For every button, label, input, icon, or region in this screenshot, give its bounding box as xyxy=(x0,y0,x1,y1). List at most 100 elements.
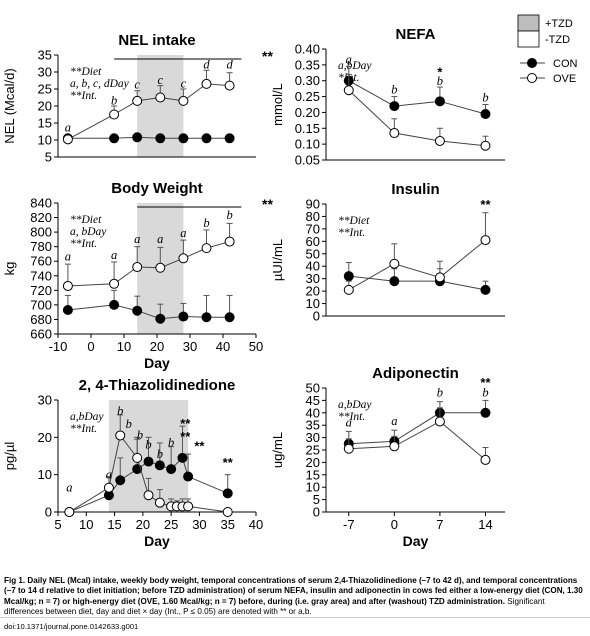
bw-y-tick-label: 680 xyxy=(30,312,52,327)
nefa-sig-letter: b xyxy=(437,74,443,88)
bw-point-ove xyxy=(155,262,166,273)
adipo-series-ove xyxy=(343,407,491,465)
tzd-point-ove xyxy=(143,490,154,501)
adipo-point-ove xyxy=(480,454,491,465)
nel-point-con xyxy=(132,132,143,143)
adipo-y-tick-label: 25 xyxy=(306,443,320,458)
caption-bold: Fig 1. Daily NEL (Mcal) intake, weekly b… xyxy=(4,576,583,606)
adipo-y-tick-label: 15 xyxy=(306,467,320,482)
nel-sig-letter: d xyxy=(203,58,210,72)
tzd-point-ove xyxy=(222,507,233,517)
diet-legend: CON OVE xyxy=(520,58,578,85)
insulin-note: **Diet xyxy=(338,215,370,227)
tzd-x-tick-label: 30 xyxy=(192,517,206,532)
nefa-sig-letter: b xyxy=(391,83,397,97)
tzd-point-con xyxy=(166,464,177,475)
nel-point-ove xyxy=(155,92,166,103)
insulin-y-tick-label: 20 xyxy=(306,284,320,299)
adipo-x-tick-label: 14 xyxy=(478,517,492,532)
bw-point-con xyxy=(132,305,143,316)
adipo-point-con xyxy=(480,407,491,418)
bw-y-tick-label: 660 xyxy=(30,327,52,342)
nel-point-ove xyxy=(62,134,73,145)
insulin-y-tick-label: 90 xyxy=(306,197,320,212)
insulin-point-ove xyxy=(480,235,491,246)
nefa-y-axis-label: mmol/L xyxy=(270,83,285,126)
tzd-x-tick-label: 20 xyxy=(136,517,150,532)
insulin-title: Insulin xyxy=(391,181,439,198)
tzd-series-ove xyxy=(64,414,233,517)
tzd-point-con xyxy=(183,471,194,482)
legend-unshaded-swatch xyxy=(517,30,540,48)
nefa-y-tick-label: 0.05 xyxy=(295,153,320,168)
nefa-point-con xyxy=(434,96,445,107)
nel-side-stars: ** xyxy=(262,48,273,64)
tzd-x-tick-label: 10 xyxy=(79,517,93,532)
bw-x-tick-label: 30 xyxy=(183,339,197,354)
nefa-sig-letter: b xyxy=(482,90,488,104)
nel-y-tick-label: 10 xyxy=(38,133,52,148)
tzd-sig-stars: ** xyxy=(223,455,234,470)
nefa-point-con xyxy=(480,109,491,120)
insulin-y-tick-label: 40 xyxy=(306,259,320,274)
tzd-point-ove xyxy=(154,497,165,508)
bw-series-ove xyxy=(62,222,235,291)
bw-x-tick-label: 50 xyxy=(249,339,263,354)
nel-series-ove xyxy=(62,69,235,145)
bw-point-ove xyxy=(62,280,73,291)
legend-con-label: CON xyxy=(553,58,578,70)
tzd-sig-letter: a xyxy=(66,480,72,494)
adipo-y-tick-label: 50 xyxy=(306,381,320,396)
bw-x-tick-label: 0 xyxy=(87,339,94,354)
insulin-y-tick-label: 70 xyxy=(306,221,320,236)
nefa-line-ove xyxy=(348,89,486,147)
nel-point-ove xyxy=(132,95,143,106)
bw-sig-letter: b xyxy=(226,208,232,222)
bw-sig-letter: a xyxy=(134,232,140,246)
nefa-y-tick-label: 0.40 xyxy=(295,42,320,57)
nel-point-con xyxy=(155,133,166,144)
tzd-y-tick-label: 30 xyxy=(38,393,52,408)
nefa-point-ove xyxy=(389,128,400,139)
legend-shaded-swatch xyxy=(517,14,540,32)
tzd-point-con xyxy=(177,452,188,463)
nel-note: a, b, c, dDay xyxy=(70,78,130,90)
tzd-x-tick-label: 15 xyxy=(107,517,121,532)
nel-point-con xyxy=(109,133,120,144)
caption-normal: Significant differences between diet, da… xyxy=(4,596,545,616)
insulin-y-tick-label: 60 xyxy=(306,234,320,249)
bw-y-tick-label: 800 xyxy=(30,225,52,240)
nel-point-con xyxy=(224,133,235,144)
nel-note: **Int. xyxy=(70,90,97,102)
adipo-x-tick-label: 0 xyxy=(391,517,398,532)
tzd-point-con xyxy=(115,475,126,486)
bw-point-ove xyxy=(224,236,235,247)
bw-point-con xyxy=(109,299,120,310)
insulin-y-tick-label: 10 xyxy=(306,296,320,311)
nel-point-ove xyxy=(178,95,189,106)
bw-x-tick-label: 40 xyxy=(216,339,230,354)
bw-x-tick-label: 20 xyxy=(150,339,164,354)
nefa-sig-star: * xyxy=(437,65,443,80)
adipo-y-tick-label: 40 xyxy=(306,405,320,420)
adipo-sig-letter: a xyxy=(391,414,397,428)
tzd-point-ove xyxy=(115,430,126,441)
nel-y-tick-label: 15 xyxy=(38,116,52,131)
nel-y-axis-label: NEL (Mcal/d) xyxy=(2,68,17,143)
nefa-point-con xyxy=(389,101,400,112)
tzd-sig-letter: b xyxy=(145,438,151,452)
bw-title: Body Weight xyxy=(111,180,202,197)
tzd-sig-letter: b xyxy=(126,417,132,431)
adipo-y-tick-label: 45 xyxy=(306,393,320,408)
bw-y-tick-label: 840 xyxy=(30,196,52,211)
tzd-note: a,bDay xyxy=(70,411,104,423)
insulin-point-ove xyxy=(389,258,400,269)
tzd-sig-stars: ** xyxy=(180,416,191,431)
nefa-sig-letter: a xyxy=(346,52,352,66)
bw-sig-letter: a xyxy=(65,249,71,263)
insulin-point-con xyxy=(343,271,354,282)
insulin-point-con xyxy=(480,284,491,295)
bw-side-stars: ** xyxy=(262,196,273,212)
adipo-y-tick-label: 30 xyxy=(306,430,320,445)
nel-y-tick-label: 35 xyxy=(38,48,52,63)
